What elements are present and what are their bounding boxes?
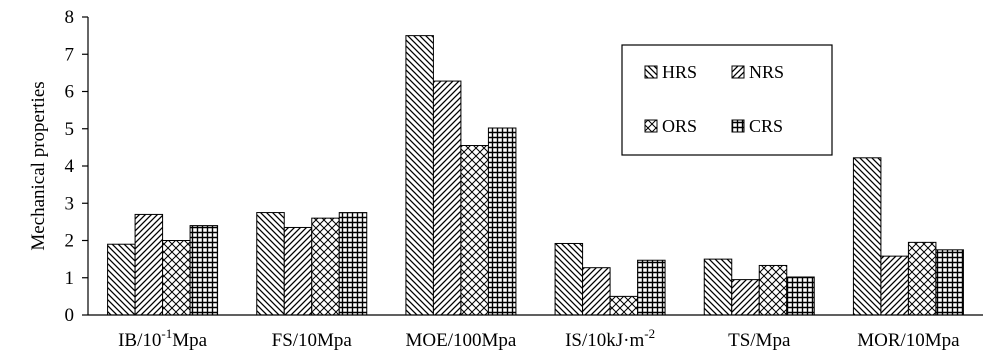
bar-nrs: [432, 80, 462, 316]
bar-ors: [758, 264, 788, 316]
y-tick-label: 1: [65, 268, 75, 289]
legend-label-nrs: NRS: [749, 62, 784, 82]
bar-ors: [609, 295, 639, 316]
bar-crs: [786, 276, 815, 316]
y-tick-label: 8: [65, 7, 75, 28]
bar-hrs: [703, 258, 733, 316]
legend-swatch-crs: [731, 119, 745, 133]
bar-hrs: [256, 212, 285, 316]
legend: HRS NRS ORS CRS: [621, 44, 833, 156]
bar-crs: [189, 225, 219, 316]
bar-ors: [311, 217, 340, 316]
x-axis-tick-labels: IB/10-1Mpa FS/10Mpa MOE/100Mpa IS/10kJ·m-2 T…: [118, 326, 960, 351]
x-tick-label: MOR/10Mpa: [857, 330, 960, 351]
bar-hrs: [107, 243, 136, 316]
bar-nrs: [283, 226, 313, 316]
bar-nrs: [134, 213, 164, 316]
bar-crs: [338, 212, 368, 316]
bar-series-group: [107, 35, 964, 316]
bar-ors: [162, 240, 191, 316]
x-tick-label: MOE/100Mpa: [406, 330, 517, 351]
y-tick-label: 5: [65, 119, 75, 140]
x-tick-label: IS/10kJ·m-2: [565, 326, 655, 351]
bar-ors: [907, 241, 937, 316]
bar-crs: [637, 259, 666, 316]
y-tick-label: 4: [65, 156, 75, 177]
y-tick-label: 3: [65, 193, 75, 214]
legend-label-crs: CRS: [749, 116, 783, 136]
y-tick-label: 7: [65, 44, 75, 65]
bar-nrs: [880, 255, 909, 316]
x-tick-label: FS/10Mpa: [272, 330, 353, 351]
x-tick-label: TS/Mpa: [728, 330, 791, 351]
legend-label-ors: ORS: [662, 116, 697, 136]
y-tick-label: 0: [65, 305, 75, 326]
bar-hrs: [554, 242, 584, 316]
y-tick-label: 6: [65, 82, 75, 103]
bar-hrs: [852, 157, 882, 316]
bar-crs: [935, 249, 964, 316]
y-axis-ticks: 0 1 2 3 4 5 6 7 8: [65, 7, 88, 326]
bar-nrs: [582, 267, 611, 316]
legend-box: [621, 44, 833, 156]
bar-nrs: [731, 279, 760, 316]
legend-label-hrs: HRS: [662, 62, 697, 82]
legend-swatch-ors: [644, 119, 658, 133]
x-tick-label: IB/10-1Mpa: [118, 326, 208, 351]
y-axis-title: Mechanical properties: [28, 81, 49, 250]
bar-hrs: [405, 35, 434, 316]
legend-swatch-hrs: [644, 65, 658, 79]
bar-crs: [487, 127, 517, 316]
bar-ors: [460, 145, 489, 316]
y-tick-label: 2: [65, 231, 75, 252]
legend-swatch-nrs: [731, 65, 745, 79]
